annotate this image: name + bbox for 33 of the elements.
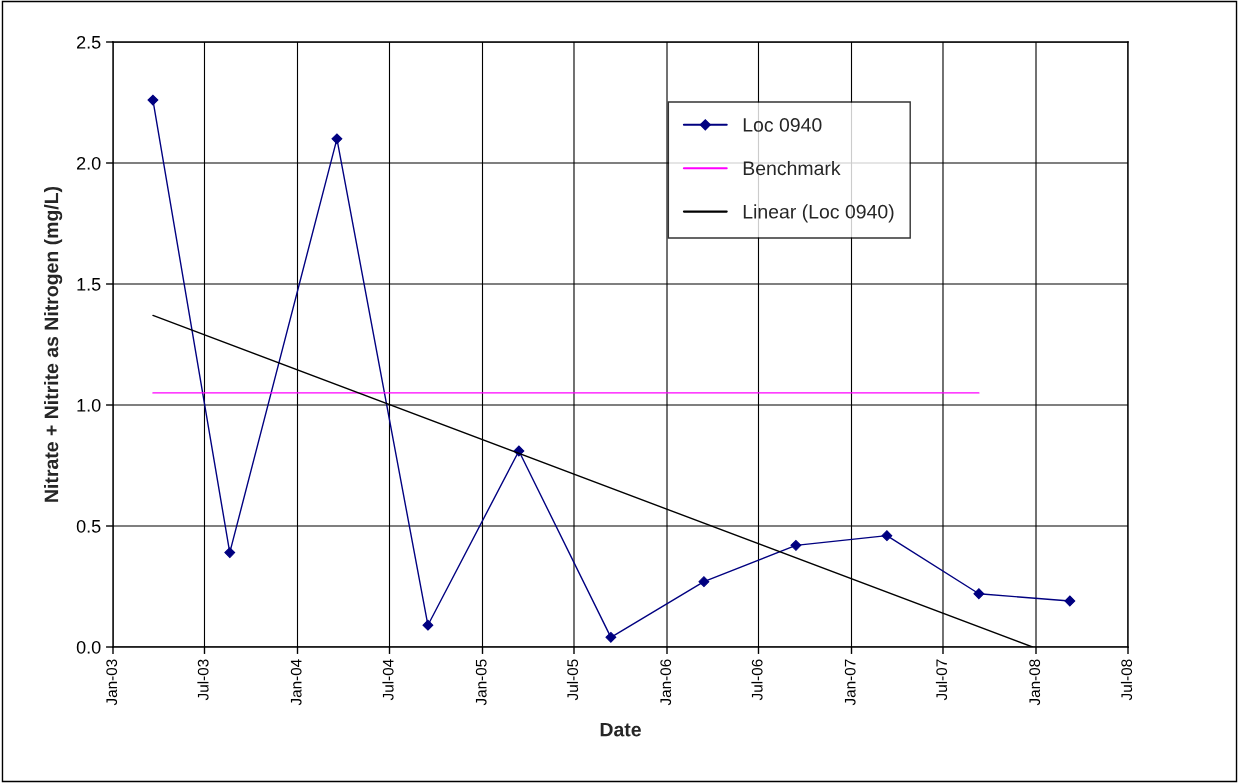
point (331, 133, 343, 145)
x-tick-label: Jul-07 (935, 659, 948, 701)
point (881, 530, 893, 542)
y-tick-label: 1.0 (77, 398, 101, 412)
y-tick-label: 0.5 (76, 519, 101, 533)
x-tick-label: Jan-03 (106, 659, 118, 706)
x-tick-label: Jul-08 (1120, 659, 1133, 701)
legend-label: Benchmark (743, 160, 841, 176)
point (605, 631, 617, 643)
legend-label: Linear (Loc 0940) (743, 204, 894, 223)
x-tick-label: Jan-08 (1029, 659, 1041, 706)
y-tick-label: 1.5 (77, 278, 101, 291)
point (1064, 595, 1076, 607)
point (973, 588, 985, 600)
x-axis-title: Date (600, 722, 641, 737)
x-tick-label: Jul-05 (566, 659, 579, 701)
x-tick-label: Jul-03 (197, 659, 209, 701)
legend-label: Loc 0940 (743, 118, 822, 132)
x-tick-label: Jan-07 (844, 659, 856, 706)
point (698, 576, 710, 588)
y-tick-label: 2.0 (77, 156, 101, 170)
y-axis-title: Nitrate + Nitrite as Nitrogen (mg/L) (44, 186, 63, 502)
x-tick-label: Jan-04 (290, 659, 302, 706)
x-tick-label: Jul-06 (751, 659, 763, 701)
x-tick-label: Jan-05 (475, 659, 487, 706)
point (224, 547, 236, 559)
point (422, 619, 434, 631)
point (790, 539, 802, 551)
x-tick-label: Jan-06 (660, 659, 672, 706)
y-tick-label: 2.5 (77, 35, 101, 49)
point (147, 94, 159, 106)
y-tick-label: 0.0 (76, 640, 101, 654)
x-tick-label: Jul-04 (382, 659, 394, 701)
